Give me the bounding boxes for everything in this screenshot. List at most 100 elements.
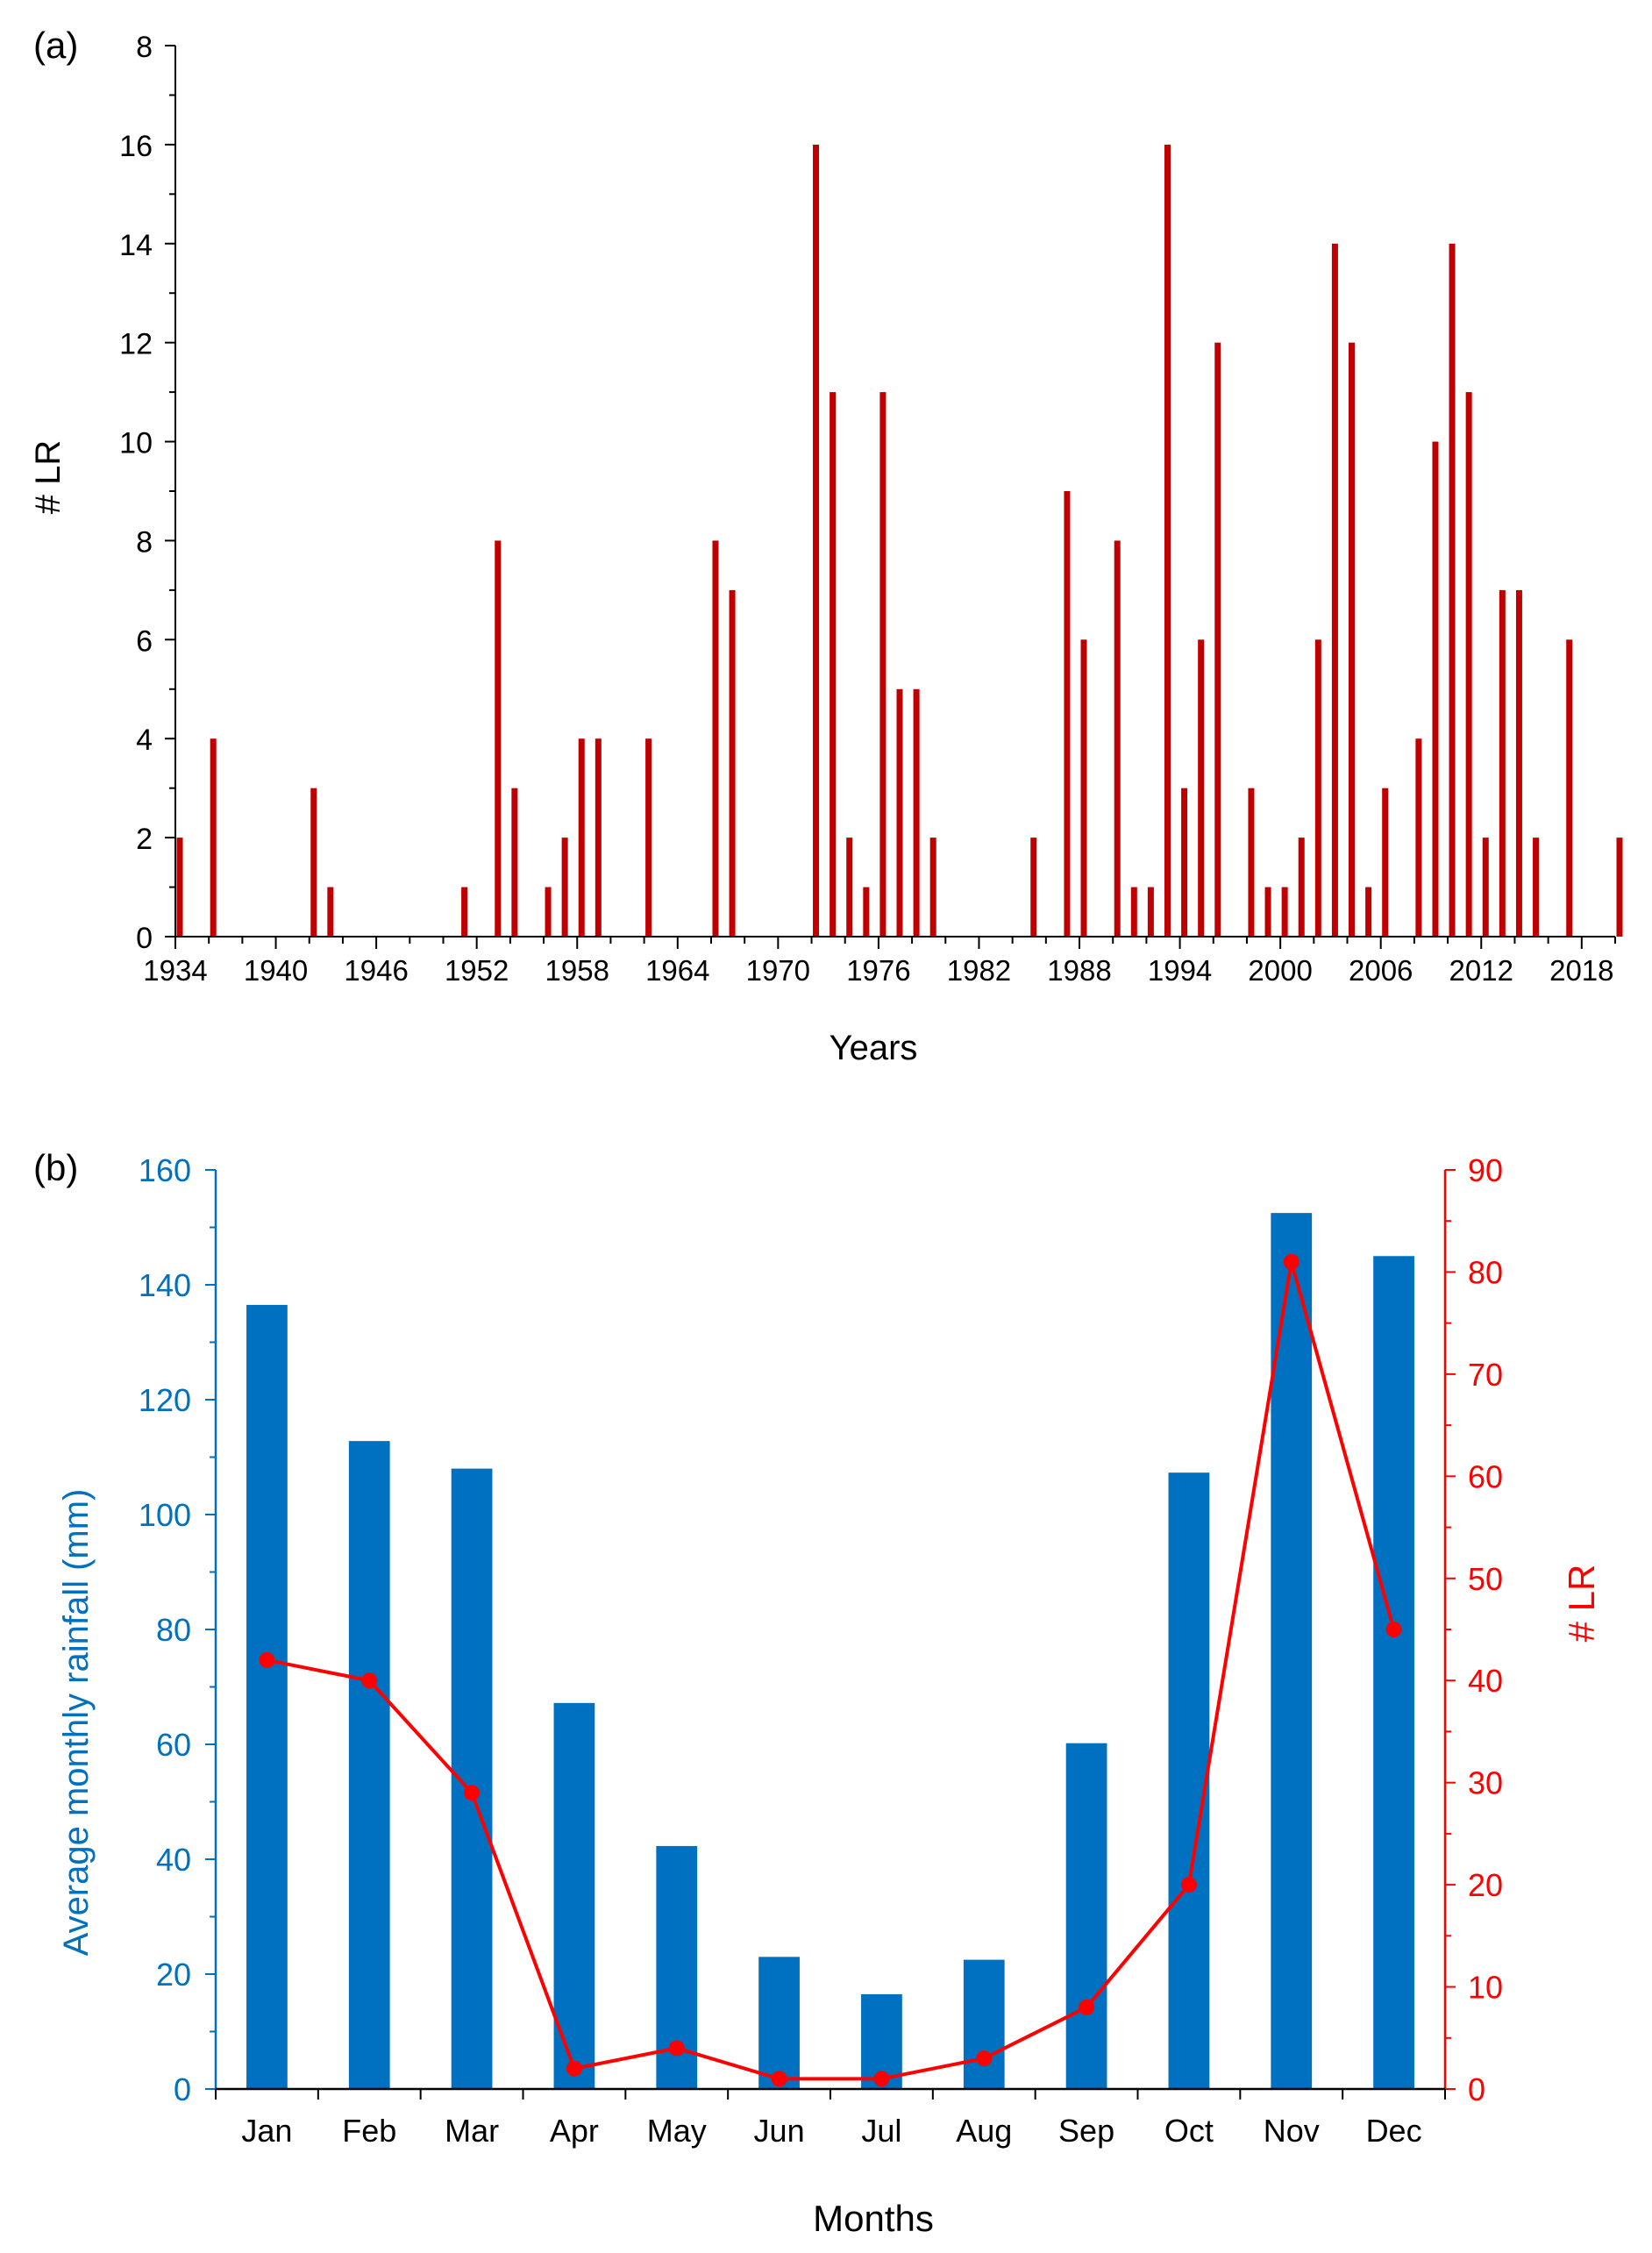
- bar: [896, 688, 903, 937]
- y-tick-label-left: 20: [156, 1957, 191, 1993]
- bar: [1198, 639, 1205, 937]
- y-tick-label-right: 90: [1468, 1152, 1503, 1188]
- line-point: [566, 2060, 582, 2077]
- series-line: [267, 1261, 1396, 2081]
- x-tick-label: 1946: [344, 954, 408, 987]
- chart-a-xlabel: Years: [830, 1029, 918, 1067]
- bar: [729, 589, 736, 937]
- x-tick-label: 2018: [1549, 954, 1613, 987]
- chart-b: (b) 0 20 40 60 80 100 120 140 160 0 10 20 30 40 50 60 70…: [0, 1096, 1652, 2249]
- bar: [830, 392, 837, 938]
- x-tick-label: Jan: [241, 2113, 292, 2149]
- y-tick-label-right: 50: [1468, 1561, 1503, 1597]
- panel-a-label: (a): [33, 25, 78, 66]
- y-tick-label: 16: [119, 130, 153, 163]
- x-tick-label: Aug: [956, 2113, 1012, 2149]
- x-tick-label: 1958: [545, 954, 609, 987]
- bar: [963, 1959, 1005, 2089]
- bar: [1064, 491, 1071, 937]
- y-tick-label-right: 40: [1468, 1663, 1503, 1699]
- x-tick-label: Apr: [550, 2113, 599, 2149]
- bar: [1164, 144, 1171, 937]
- bar: [1080, 639, 1087, 937]
- bar: [1214, 342, 1221, 938]
- bar: [913, 688, 920, 937]
- bar: [1365, 887, 1372, 937]
- y-tick-label-right: 70: [1468, 1357, 1503, 1393]
- line-point: [1385, 1622, 1402, 1637]
- bar: [1281, 887, 1288, 937]
- y-tick-label-right: 80: [1468, 1254, 1503, 1290]
- bar: [1373, 1256, 1414, 2089]
- bar: [348, 1441, 390, 2089]
- x-tick-label: May: [647, 2113, 707, 2149]
- bar: [1616, 838, 1623, 937]
- bar: [879, 392, 887, 938]
- y-tick-label-right: 10: [1468, 1970, 1503, 2006]
- bar: [1065, 1743, 1107, 2089]
- y-tick-label: 8: [136, 31, 153, 64]
- bar: [758, 1957, 800, 2089]
- bar: [545, 887, 552, 937]
- bar: [1114, 540, 1121, 937]
- bar: [1264, 887, 1271, 937]
- bar: [645, 738, 652, 937]
- bar: [1331, 243, 1338, 937]
- y-tick-label-right: 30: [1468, 1765, 1503, 1801]
- y-tick-label: 10: [119, 427, 153, 460]
- y-tick-label-left: 60: [156, 1727, 191, 1763]
- y-tick-label-left: 100: [139, 1497, 191, 1533]
- bar: [1314, 639, 1321, 937]
- bar: [553, 1702, 595, 2089]
- y-tick-label-left: 120: [139, 1382, 191, 1418]
- bar: [561, 838, 568, 937]
- bar: [1248, 788, 1255, 937]
- y-tick-label-left: 140: [139, 1267, 191, 1303]
- bar: [1349, 342, 1356, 938]
- bar: [327, 887, 334, 937]
- x-tick-label: Mar: [445, 2113, 499, 2149]
- bar: [1499, 589, 1506, 937]
- bar: [1415, 738, 1422, 937]
- line-point: [1079, 1999, 1095, 2015]
- chart-a-ylabel: # LR: [29, 440, 68, 515]
- y-tick-label: 2: [136, 823, 153, 856]
- y-tick-label-left: 0: [174, 2071, 191, 2107]
- bar: [461, 887, 468, 937]
- bar: [712, 540, 719, 937]
- bar: [578, 738, 585, 937]
- x-tick-label: 2006: [1349, 954, 1413, 987]
- x-tick-label: 1976: [846, 954, 910, 987]
- chart-b-xlabel: Months: [813, 2198, 934, 2239]
- x-tick-label: 1970: [746, 954, 810, 987]
- bar: [1566, 639, 1573, 937]
- panel-b-label: (b): [33, 1147, 78, 1188]
- bar: [176, 838, 183, 937]
- bar: [1130, 887, 1137, 937]
- line-point: [668, 2040, 685, 2057]
- bar: [246, 1304, 288, 2089]
- bar: [210, 738, 217, 937]
- y-tick-label: 12: [119, 328, 153, 361]
- line-point: [259, 1651, 275, 1668]
- y-tick-label-right: 60: [1468, 1458, 1503, 1494]
- chart-b-ylabel-left: Average monthly rainfall (mm): [57, 1489, 96, 1957]
- bar: [511, 788, 518, 937]
- bar: [495, 540, 502, 937]
- bar: [1298, 838, 1305, 937]
- y-tick-label: 0: [136, 922, 153, 955]
- x-tick-label: 1994: [1148, 954, 1212, 987]
- line-point: [1283, 1253, 1300, 1270]
- bar: [1533, 838, 1540, 937]
- bar: [1271, 1213, 1313, 2089]
- x-tick-label: 1952: [445, 954, 509, 987]
- y-tick-label-right: 20: [1468, 1867, 1503, 1903]
- x-tick-label: 1988: [1047, 954, 1111, 987]
- x-tick-label: 1934: [143, 954, 207, 987]
- bar: [1449, 243, 1456, 937]
- bar: [1382, 788, 1389, 937]
- line-point: [976, 2050, 993, 2067]
- x-tick-label: Nov: [1264, 2113, 1320, 2149]
- y-tick-label: 8: [136, 525, 153, 559]
- bar: [1432, 441, 1439, 937]
